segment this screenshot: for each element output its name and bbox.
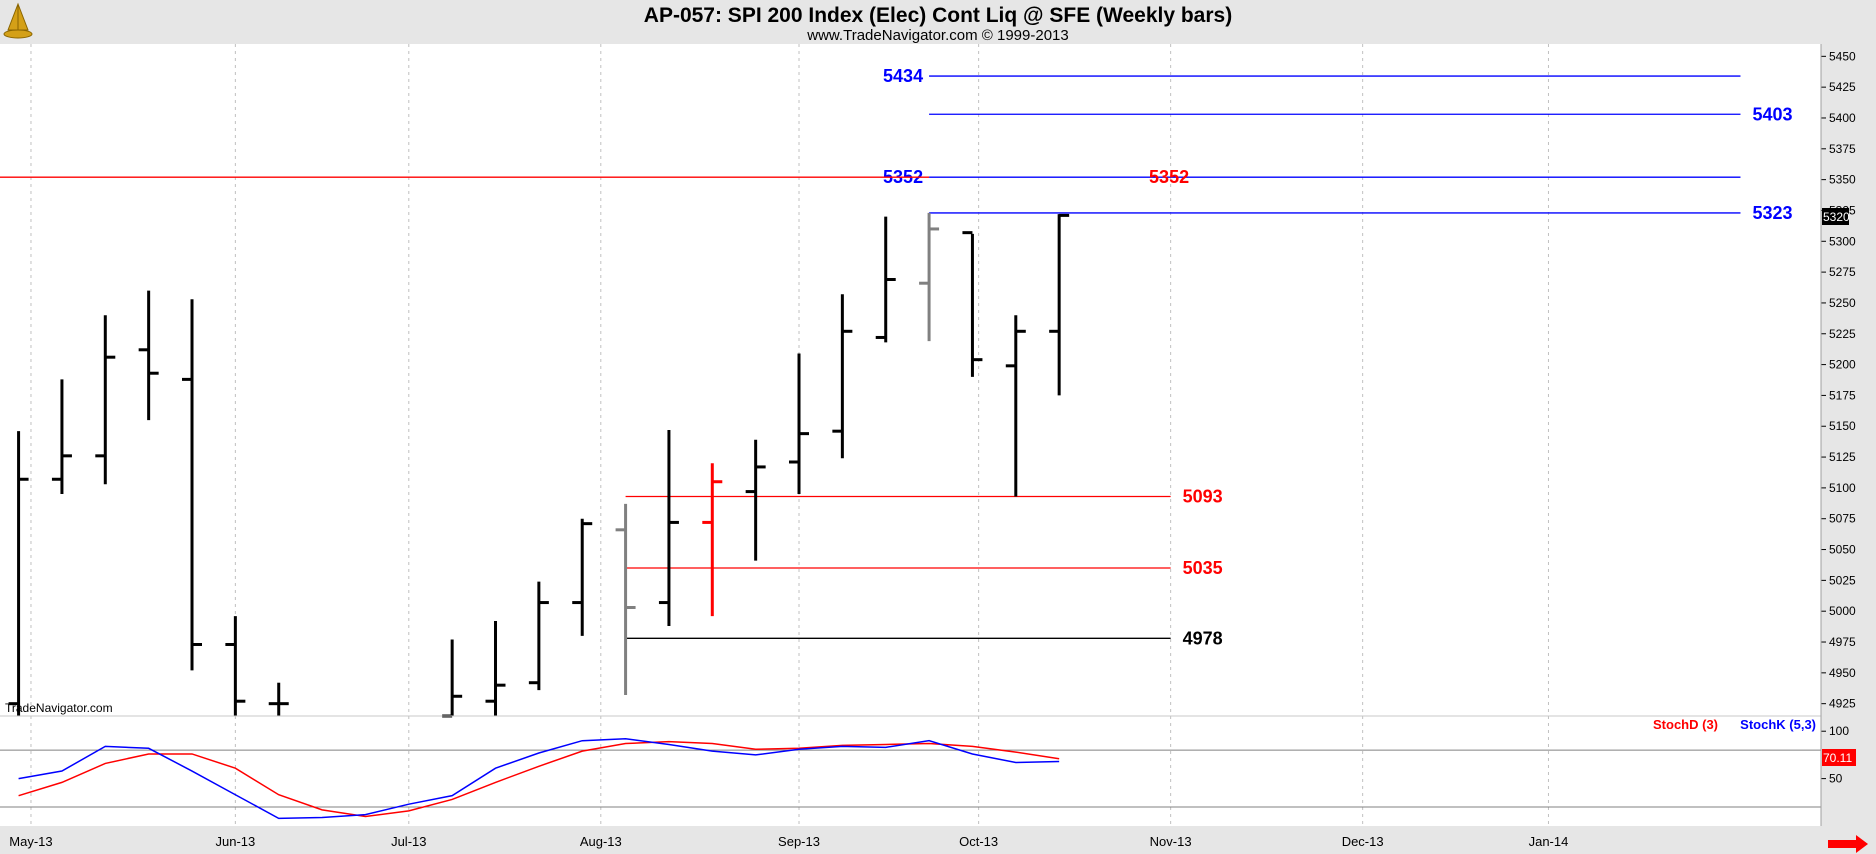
price-tick-label: 5350 bbox=[1829, 173, 1856, 187]
header-band bbox=[0, 0, 1876, 44]
date-tick-label: Jul-13 bbox=[391, 834, 426, 849]
ohlc-bar bbox=[95, 315, 116, 485]
level-label-5434: 5434 bbox=[883, 66, 923, 86]
date-tick-label: May-13 bbox=[9, 834, 52, 849]
stoch-d-legend: StochD (3) bbox=[1653, 717, 1718, 732]
price-tick-label: 4925 bbox=[1829, 697, 1856, 711]
ohlc-bar bbox=[485, 621, 506, 716]
price-tick-label: 5100 bbox=[1829, 481, 1856, 495]
ohlc-bar bbox=[702, 463, 723, 617]
price-tick-label: 5275 bbox=[1829, 265, 1856, 279]
ohlc-bar bbox=[832, 294, 853, 459]
price-tick-label: 5400 bbox=[1829, 111, 1856, 125]
ohlc-bar bbox=[789, 353, 810, 495]
date-tick-label: Aug-13 bbox=[580, 834, 622, 849]
level-label-5093: 5093 bbox=[1183, 487, 1223, 507]
logo-icon bbox=[3, 2, 33, 39]
price-tick-label: 5375 bbox=[1829, 142, 1856, 156]
indicator-plot-area bbox=[0, 717, 1821, 826]
last-price-tag-box bbox=[1822, 208, 1849, 225]
price-tick-label: 5300 bbox=[1829, 234, 1856, 248]
ohlc-bar bbox=[182, 299, 203, 671]
price-tick-label: 5225 bbox=[1829, 327, 1856, 341]
price-tick-label: 5150 bbox=[1829, 419, 1856, 433]
stoch-value-tag-box bbox=[1822, 749, 1856, 766]
level-label-5323: 5323 bbox=[1752, 203, 1792, 223]
level-label-5035: 5035 bbox=[1183, 558, 1223, 578]
date-tick-label: Nov-13 bbox=[1150, 834, 1192, 849]
ohlc-bar bbox=[658, 429, 679, 626]
ohlc-bar bbox=[1049, 213, 1070, 396]
ohlc-bar bbox=[138, 290, 159, 421]
ohlc-bar bbox=[1005, 315, 1026, 497]
stoch-k-legend: StochK (5,3) bbox=[1740, 717, 1816, 732]
ohlc-bar bbox=[745, 439, 766, 561]
price-tick-label: 5200 bbox=[1829, 358, 1856, 372]
stoch-tick-label: 100 bbox=[1829, 724, 1849, 738]
price-tick-label: 5250 bbox=[1829, 296, 1856, 310]
right-axis-band bbox=[1821, 44, 1876, 826]
price-tick-label: 5000 bbox=[1829, 604, 1856, 618]
level-label-5352: 5352 bbox=[1149, 167, 1189, 187]
axes: May-13 Jun-13 Jul-13 Aug-13 Sep-13 Oct-13 Nov-… bbox=[9, 49, 1856, 849]
chart-title: AP-057: SPI 200 Index (Elec) Cont Liq @ … bbox=[644, 4, 1232, 27]
price-tick-label: 5425 bbox=[1829, 80, 1856, 94]
ohlc-bar bbox=[225, 616, 246, 716]
price-tick-label: 5025 bbox=[1829, 573, 1856, 587]
date-tick-label: Dec-13 bbox=[1342, 834, 1384, 849]
stoch-line-blue bbox=[18, 738, 1060, 820]
stochastic-lines bbox=[18, 738, 1060, 820]
date-tick-label: Oct-13 bbox=[959, 834, 998, 849]
stoch-value-tag: 70.11 bbox=[1823, 751, 1852, 765]
price-tick-label: 5050 bbox=[1829, 543, 1856, 557]
price-plot-area bbox=[0, 44, 1821, 716]
ohlc-bar bbox=[962, 231, 983, 377]
right-arrow-icon[interactable] bbox=[1828, 835, 1868, 853]
date-tick-label: Sep-13 bbox=[778, 834, 820, 849]
ohlc-bar bbox=[8, 431, 29, 716]
price-tick-label: 4950 bbox=[1829, 666, 1856, 680]
ohlc-bar bbox=[268, 682, 289, 716]
ohlc-bar bbox=[919, 212, 940, 342]
stoch-tick-label: 50 bbox=[1829, 772, 1843, 786]
ohlc-bar bbox=[615, 503, 636, 696]
price-tick-label: 5450 bbox=[1829, 49, 1856, 63]
chart-subtitle: www.TradeNavigator.com © 1999-2013 bbox=[806, 27, 1068, 44]
price-tick-label: 5075 bbox=[1829, 512, 1856, 526]
date-tick-label: Jan-14 bbox=[1529, 834, 1569, 849]
stoch-line-red bbox=[18, 740, 1060, 818]
price-bars bbox=[8, 212, 1070, 718]
date-tick-label: Jun-13 bbox=[215, 834, 255, 849]
ohlc-bar bbox=[572, 518, 593, 636]
price-tick-label: 4975 bbox=[1829, 635, 1856, 649]
bottom-axis-band bbox=[0, 826, 1876, 854]
price-tick-label: 5175 bbox=[1829, 388, 1856, 402]
last-price-tag: 5320 bbox=[1823, 210, 1850, 224]
watermark: TradeNavigator.com bbox=[5, 701, 113, 715]
level-label-5403: 5403 bbox=[1752, 104, 1792, 124]
price-tick-label: 5125 bbox=[1829, 450, 1856, 464]
level-label-4978: 4978 bbox=[1183, 628, 1223, 648]
ohlc-bar bbox=[51, 379, 72, 495]
ohlc-bar bbox=[528, 581, 549, 691]
ohlc-bar bbox=[875, 216, 896, 343]
